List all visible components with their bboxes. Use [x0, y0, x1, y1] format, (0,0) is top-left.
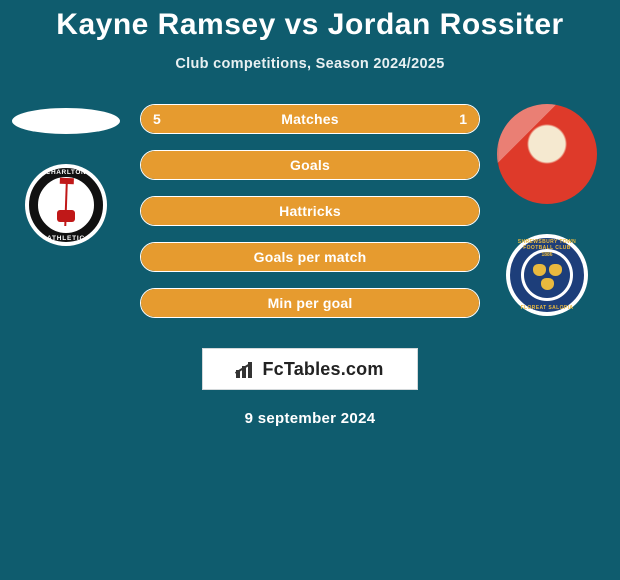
- left-player-column: CHARLTON ATHLETIC: [6, 104, 126, 246]
- right-club-badge: 1886 SHREWSBURY TOWN FOOTBALL CLUB FLORE…: [506, 234, 588, 316]
- right-club-text-bottom: FLOREAT SALOPIA: [506, 305, 588, 311]
- stat-bar-label: Hattricks: [141, 197, 479, 225]
- left-club-text-top: CHARLTON: [25, 169, 107, 176]
- left-club-badge: CHARLTON ATHLETIC: [25, 164, 107, 246]
- brand-chart-icon: [236, 360, 258, 378]
- stat-bar-label: Goals: [141, 151, 479, 179]
- page-title: Kayne Ramsey vs Jordan Rossiter: [0, 0, 620, 42]
- stat-bar-left-value: 5: [153, 105, 161, 133]
- stat-bar: Min per goal: [140, 288, 480, 318]
- left-player-photo: [12, 108, 120, 134]
- right-player-photo: [497, 104, 597, 204]
- stat-bar-right-value: 1: [459, 105, 467, 133]
- date-line: 9 september 2024: [0, 410, 620, 427]
- stat-bar: Goals per match: [140, 242, 480, 272]
- stat-bars: Matches5 1 Goals Hattricks Goals per match Mi…: [140, 104, 480, 334]
- stat-bar-label: Min per goal: [141, 289, 479, 317]
- stat-bar: Hattricks: [140, 196, 480, 226]
- stat-bar: Goals: [140, 150, 480, 180]
- right-player-column: 1886 SHREWSBURY TOWN FOOTBALL CLUB FLORE…: [492, 104, 602, 316]
- subtitle: Club competitions, Season 2024/2025: [0, 56, 620, 72]
- stat-bar: Matches5 1: [140, 104, 480, 134]
- brand-text: FcTables.com: [262, 359, 383, 380]
- brand-watermark: FcTables.com: [202, 348, 418, 390]
- left-club-text-bottom: ATHLETIC: [25, 235, 107, 242]
- stat-bar-label: Goals per match: [141, 243, 479, 271]
- comparison-block: CHARLTON ATHLETIC Matches5 1 Goals Hattrick…: [0, 104, 620, 334]
- stat-bar-label: Matches: [141, 105, 479, 133]
- right-club-year: 1886: [506, 252, 588, 258]
- right-club-text-top: SHREWSBURY TOWN FOOTBALL CLUB: [506, 239, 588, 251]
